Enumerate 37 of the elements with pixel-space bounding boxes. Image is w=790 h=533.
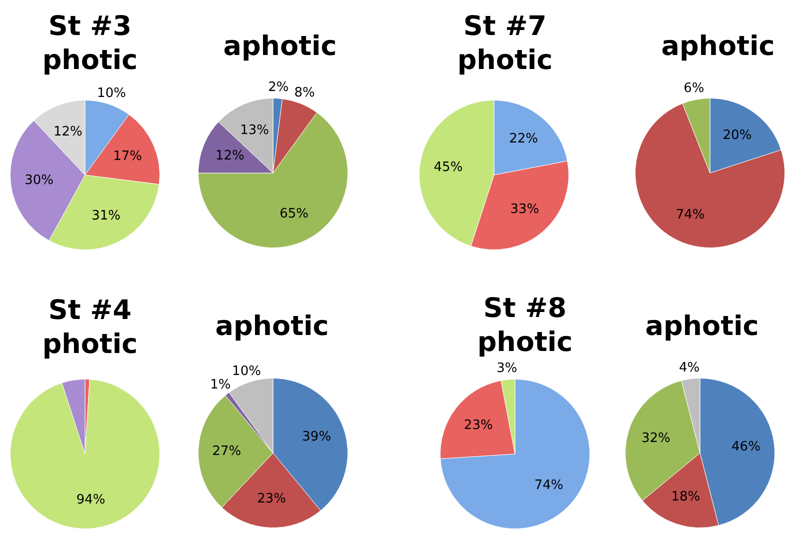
data-label: 23% xyxy=(257,492,286,507)
data-label: 10% xyxy=(97,86,126,101)
data-label: 74% xyxy=(676,207,705,222)
chart-title: aphotic xyxy=(214,310,330,344)
data-label: 13% xyxy=(240,122,270,138)
data-label: 20% xyxy=(722,128,752,143)
data-label: 46% xyxy=(732,440,760,455)
chart-title: St #3 photic xyxy=(41,10,139,78)
data-label: 30% xyxy=(24,173,54,188)
data-label: 18% xyxy=(671,489,700,504)
chart-title: aphotic xyxy=(660,30,776,64)
data-label: 74% xyxy=(534,478,564,494)
data-label: 8% xyxy=(294,86,315,101)
data-label: 45% xyxy=(434,160,463,176)
data-label: 17% xyxy=(113,148,142,164)
chart-title: St #4 photic xyxy=(41,294,139,362)
data-label: 6% xyxy=(684,81,704,96)
data-label: 4% xyxy=(678,360,700,376)
data-label: 27% xyxy=(212,444,242,459)
data-label: 32% xyxy=(641,431,670,446)
data-label: 39% xyxy=(302,430,332,445)
data-label: 3% xyxy=(496,361,518,376)
data-label: 1% xyxy=(210,378,231,393)
chart-title: aphotic xyxy=(222,30,338,64)
chart-title: St #8 photic xyxy=(476,292,574,360)
data-label: 33% xyxy=(510,202,540,218)
data-label: 12% xyxy=(53,124,82,140)
chart-title: St #7 photic xyxy=(456,10,554,78)
data-label: 23% xyxy=(464,418,493,433)
data-label: 2% xyxy=(268,80,289,95)
data-label: 65% xyxy=(280,206,308,222)
data-label: 10% xyxy=(232,364,261,379)
data-label: 94% xyxy=(76,492,106,508)
data-label: 31% xyxy=(92,208,120,224)
chart-title: aphotic xyxy=(644,310,760,344)
data-label: 22% xyxy=(509,132,538,147)
data-label: 12% xyxy=(215,148,244,164)
